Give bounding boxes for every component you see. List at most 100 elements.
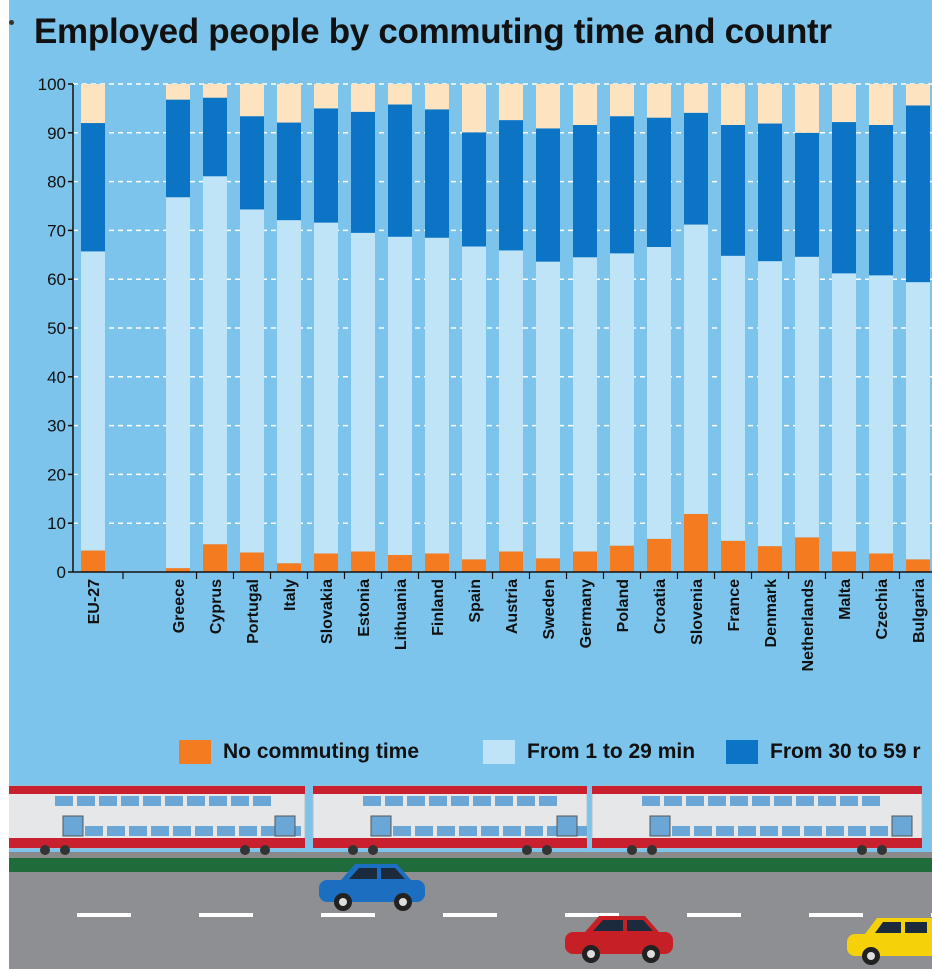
bar-medium-slovenia xyxy=(684,112,708,225)
category-label: Austria xyxy=(504,579,521,634)
bar-medium-spain xyxy=(462,132,486,247)
bar-long-slovakia xyxy=(314,84,338,109)
bar-no-commute-finland xyxy=(425,553,449,572)
bar-no-commute-malta xyxy=(832,551,856,572)
bar-long-malta xyxy=(832,84,856,123)
bar-short-poland xyxy=(610,253,634,546)
category-label: Slovenia xyxy=(689,579,706,645)
category-label: Lithuania xyxy=(393,579,410,650)
category-label: Malta xyxy=(837,579,854,620)
y-tick-label: 60 xyxy=(47,270,66,289)
bar-no-commute-lithuania xyxy=(388,554,412,572)
bar-no-commute-austria xyxy=(499,551,523,572)
bar-no-commute-sweden xyxy=(536,558,560,572)
bar-long-cyprus xyxy=(203,84,227,98)
bar-no-commute-denmark xyxy=(758,546,782,572)
bar-short-eu-27 xyxy=(81,251,105,551)
bar-long-portugal xyxy=(240,84,264,117)
bar-short-sweden xyxy=(536,261,560,559)
y-tick-label: 30 xyxy=(47,417,66,436)
category-label: Sweden xyxy=(541,579,558,639)
bar-medium-portugal xyxy=(240,116,264,210)
bar-no-commute-eu-27 xyxy=(81,550,105,572)
lane-dash xyxy=(199,913,253,917)
bar-short-germany xyxy=(573,257,597,552)
category-label: Estonia xyxy=(356,579,373,637)
y-tick-label: 100 xyxy=(38,75,66,94)
bar-short-finland xyxy=(425,237,449,554)
lane-dash xyxy=(443,913,497,917)
train-car xyxy=(591,785,923,855)
category-label: Bulgaria xyxy=(911,579,928,643)
bar-no-commute-croatia xyxy=(647,538,671,572)
train-car xyxy=(9,785,306,855)
bar-long-sweden xyxy=(536,84,560,129)
bar-short-austria xyxy=(499,250,523,552)
bar-short-portugal xyxy=(240,209,264,553)
y-tick-label: 50 xyxy=(47,319,66,338)
legend-item-no-commute: No commuting time xyxy=(179,740,419,764)
red-car-icon xyxy=(565,916,673,963)
category-label: Denmark xyxy=(763,579,780,648)
bar-medium-netherlands xyxy=(795,132,819,257)
bar-long-netherlands xyxy=(795,84,819,133)
lane-dash xyxy=(809,913,863,917)
bar-medium-poland xyxy=(610,116,634,254)
bar-long-poland xyxy=(610,84,634,117)
bar-short-denmark xyxy=(758,261,782,547)
bar-no-commute-germany xyxy=(573,551,597,572)
y-tick-labels: 0 10 20 30 40 50 60 70 80 90 100 xyxy=(38,75,73,582)
y-tick-label: 10 xyxy=(47,514,66,533)
bar-short-lithuania xyxy=(388,236,412,555)
category-label: Italy xyxy=(282,579,299,611)
bar-short-cyprus xyxy=(203,176,227,545)
bar-long-croatia xyxy=(647,84,671,118)
bar-medium-germany xyxy=(573,124,597,258)
bar-short-bulgaria xyxy=(906,282,930,560)
legend-swatch-medium xyxy=(726,740,758,764)
bar-no-commute-estonia xyxy=(351,551,375,572)
bar-medium-lithuania xyxy=(388,104,412,237)
category-label: EU-27 xyxy=(86,579,103,624)
bar-short-croatia xyxy=(647,246,671,539)
bar-no-commute-czechia xyxy=(869,553,893,572)
lane-dash xyxy=(321,913,375,917)
y-tick-label: 40 xyxy=(47,368,66,387)
bar-medium-austria xyxy=(499,120,523,251)
bar-short-netherlands xyxy=(795,256,819,538)
legend-item-medium: From 30 to 59 r xyxy=(726,740,921,764)
category-label: France xyxy=(726,579,743,632)
bar-no-commute-italy xyxy=(277,563,301,572)
bar-short-greece xyxy=(166,197,190,569)
bar-short-france xyxy=(721,255,745,541)
bar-long-italy xyxy=(277,84,301,123)
bar-medium-greece xyxy=(166,99,190,198)
bar-medium-sweden xyxy=(536,128,560,262)
bar-no-commute-greece xyxy=(166,568,190,572)
legend-swatch-short xyxy=(483,740,515,764)
yellow-car-icon xyxy=(847,918,932,965)
road xyxy=(9,872,932,969)
bar-long-france xyxy=(721,84,745,125)
legend-swatch-no-commute xyxy=(179,740,211,764)
train-car xyxy=(312,785,588,855)
bar-short-malta xyxy=(832,273,856,552)
bar-medium-denmark xyxy=(758,123,782,262)
bar-no-commute-cyprus xyxy=(203,544,227,572)
bar-long-austria xyxy=(499,84,523,121)
bar-no-commute-spain xyxy=(462,559,486,572)
gridlines xyxy=(73,83,932,524)
bar-medium-czechia xyxy=(869,124,893,276)
y-tick-label: 70 xyxy=(47,221,66,240)
infographic-panel: 0 10 20 30 40 50 60 70 80 90 100 EU-27 Greece Cyprus… xyxy=(9,0,932,969)
bar-medium-bulgaria xyxy=(906,105,930,283)
legend-label-short: From 1 to 29 min xyxy=(527,740,696,763)
bar-no-commute-france xyxy=(721,540,745,572)
bar-medium-eu-27 xyxy=(81,123,105,252)
bar-no-commute-slovenia xyxy=(684,513,708,572)
bar-no-commute-poland xyxy=(610,545,634,572)
lane-dash xyxy=(77,913,131,917)
bar-long-czechia xyxy=(869,84,893,125)
legend-label-no-commute: No commuting time xyxy=(223,740,420,763)
stacked-bar-chart: 0 10 20 30 40 50 60 70 80 90 100 EU-27 Greece Cyprus… xyxy=(38,75,932,671)
